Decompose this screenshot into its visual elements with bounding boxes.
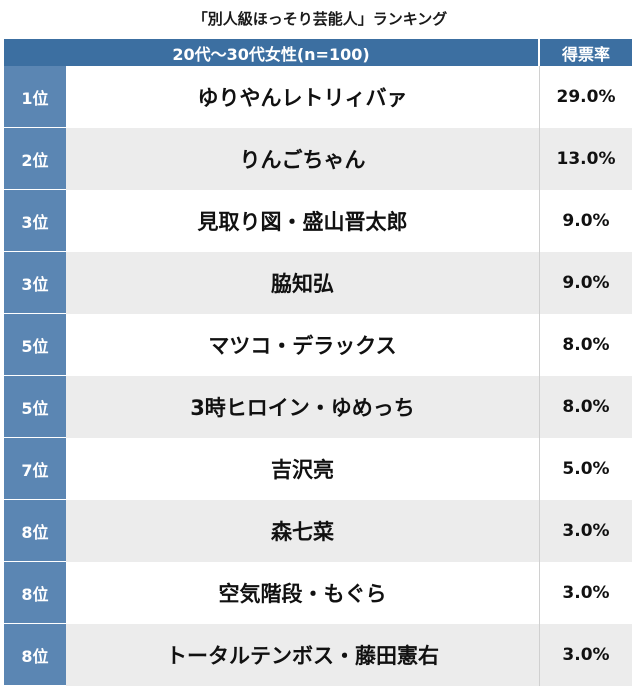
name-cell: 森七菜 (66, 500, 540, 562)
table-row: 2位 りんごちゃん 13.0% (4, 128, 632, 190)
percent-cell: 3.0% (540, 500, 632, 562)
name-cell: ゆりやんレトリィバァ (66, 66, 540, 128)
rank-cell: 2位 (4, 128, 66, 190)
table-row: 8位 森七菜 3.0% (4, 500, 632, 562)
percent-cell: 29.0% (540, 66, 632, 128)
header-score-label: 得票率 (540, 39, 632, 66)
rank-cell: 8位 (4, 562, 66, 624)
page-title: 「別人級ほっそり芸能人」ランキング (192, 10, 448, 28)
rank-cell: 8位 (4, 500, 66, 562)
table-header: 20代〜30代女性(n=100) 得票率 (4, 39, 632, 66)
rank-cell: 7位 (4, 438, 66, 500)
percent-cell: 13.0% (540, 128, 632, 190)
table-row: 7位 吉沢亮 5.0% (4, 438, 632, 500)
name-cell: 3時ヒロイン・ゆめっち (66, 376, 540, 438)
percent-cell: 8.0% (540, 376, 632, 438)
percent-cell: 8.0% (540, 314, 632, 376)
percent-cell: 9.0% (540, 190, 632, 252)
table-row: 8位 空気階段・もぐら 3.0% (4, 562, 632, 624)
rank-cell: 5位 (4, 376, 66, 438)
rank-cell: 8位 (4, 624, 66, 686)
table-row: 5位 3時ヒロイン・ゆめっち 8.0% (4, 376, 632, 438)
percent-cell: 3.0% (540, 624, 632, 686)
header-group-label: 20代〜30代女性(n=100) (4, 39, 540, 66)
table-row: 8位 トータルテンボス・藤田憲右 3.0% (4, 624, 632, 686)
percent-cell: 5.0% (540, 438, 632, 500)
rank-cell: 5位 (4, 314, 66, 376)
rank-cell: 3位 (4, 252, 66, 314)
name-cell: 脇知弘 (66, 252, 540, 314)
name-cell: 空気階段・もぐら (66, 562, 540, 624)
name-cell: りんごちゃん (66, 128, 540, 190)
percent-cell: 3.0% (540, 562, 632, 624)
table-row: 3位 脇知弘 9.0% (4, 252, 632, 314)
ranking-table: 1位 ゆりやんレトリィバァ 29.0% 2位 りんごちゃん 13.0% 3位 見… (4, 66, 632, 686)
percent-cell: 9.0% (540, 252, 632, 314)
table-row: 3位 見取り図・盛山晋太郎 9.0% (4, 190, 632, 252)
rank-cell: 1位 (4, 66, 66, 128)
name-cell: 吉沢亮 (66, 438, 540, 500)
table-row: 1位 ゆりやんレトリィバァ 29.0% (4, 66, 632, 128)
rank-cell: 3位 (4, 190, 66, 252)
name-cell: 見取り図・盛山晋太郎 (66, 190, 540, 252)
name-cell: マツコ・デラックス (66, 314, 540, 376)
table-row: 5位 マツコ・デラックス 8.0% (4, 314, 632, 376)
name-cell: トータルテンボス・藤田憲右 (66, 624, 540, 686)
